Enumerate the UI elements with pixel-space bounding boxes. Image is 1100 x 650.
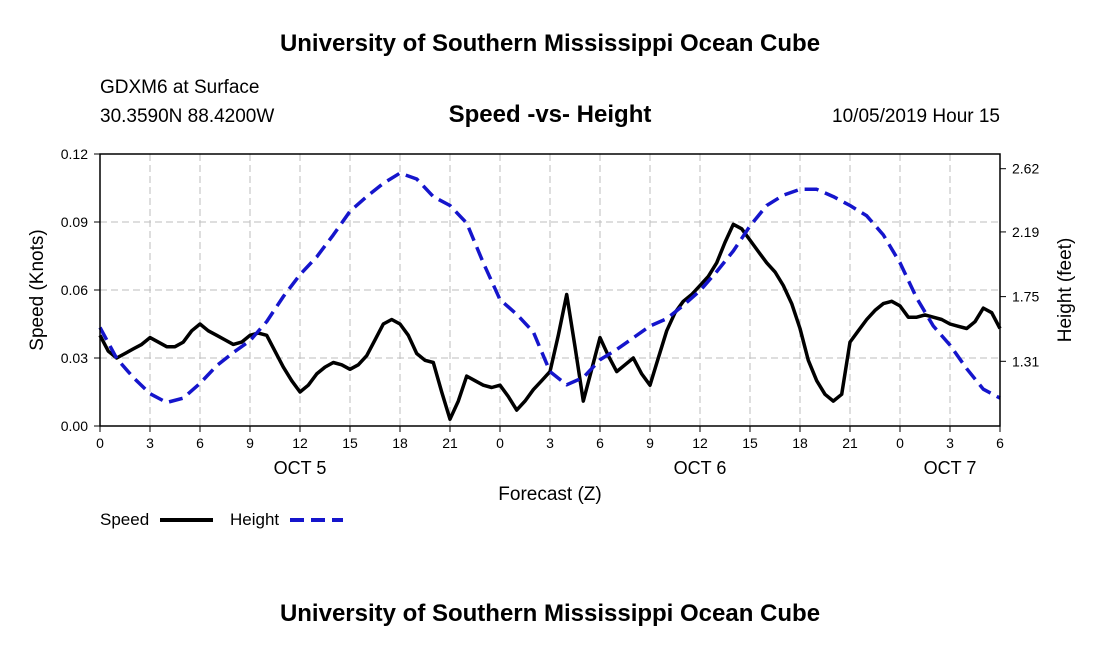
left-tick-label: 0.09 (61, 214, 88, 230)
x-tick-label: 21 (842, 435, 858, 451)
x-axis-label: Forecast (Z) (498, 484, 601, 505)
footer-title: University of Southern Mississippi Ocean… (279, 600, 821, 627)
x-tick-label: 6 (196, 435, 204, 451)
left-tick-label: 0.00 (61, 418, 88, 434)
x-tick-label: 9 (646, 435, 654, 451)
height-series-line (98, 171, 1001, 405)
right-tick-label: 2.19 (1012, 224, 1039, 240)
x-tick-label: 15 (742, 435, 758, 451)
x-tick-label: 15 (342, 435, 358, 451)
x-tick-label: 18 (792, 435, 808, 451)
plot-frame (99, 153, 1001, 427)
x-tick-label: 0 (896, 435, 904, 451)
left-tick-label: 0.06 (61, 282, 88, 298)
plot-title: Speed -vs- Height (448, 101, 652, 128)
x-tick-label: 12 (692, 435, 708, 451)
date-label: OCT 6 (674, 458, 727, 478)
x-tick-label: 0 (496, 435, 504, 451)
speed-series-line (98, 222, 1002, 421)
x-tick-label: 3 (946, 435, 954, 451)
x-tick-label: 6 (996, 435, 1004, 451)
x-tick-label: 0 (96, 435, 104, 451)
date-label: OCT 5 (274, 458, 327, 478)
legend-label-height: Height (230, 510, 279, 529)
left-axis-label: Speed (Knots) (27, 229, 48, 350)
x-tick-label: 18 (392, 435, 408, 451)
x-tick-label: 3 (546, 435, 554, 451)
header-title: University of Southern Mississippi Ocean… (279, 30, 821, 57)
left-tick-label: 0.03 (61, 350, 88, 366)
x-tick-label: 21 (442, 435, 458, 451)
x-tick-label: 3 (146, 435, 154, 451)
right-axis-label: Height (feet) (1055, 238, 1076, 343)
x-tick-label: 6 (596, 435, 604, 451)
right-tick-label: 1.31 (1012, 353, 1039, 369)
left-tick-label: 0.12 (61, 146, 88, 162)
right-tick-label: 2.62 (1012, 161, 1039, 177)
legend-label-speed: Speed (100, 510, 149, 529)
x-tick-label: 9 (246, 435, 254, 451)
date-label: OCT 7 (924, 458, 977, 478)
right-tick-label: 1.75 (1012, 289, 1039, 305)
location-label: 30.3590N 88.4200W (100, 106, 275, 127)
x-tick-label: 12 (292, 435, 308, 451)
timestamp-label: 10/05/2019 Hour 15 (832, 106, 1000, 127)
station-label: GDXM6 at Surface (100, 77, 260, 98)
